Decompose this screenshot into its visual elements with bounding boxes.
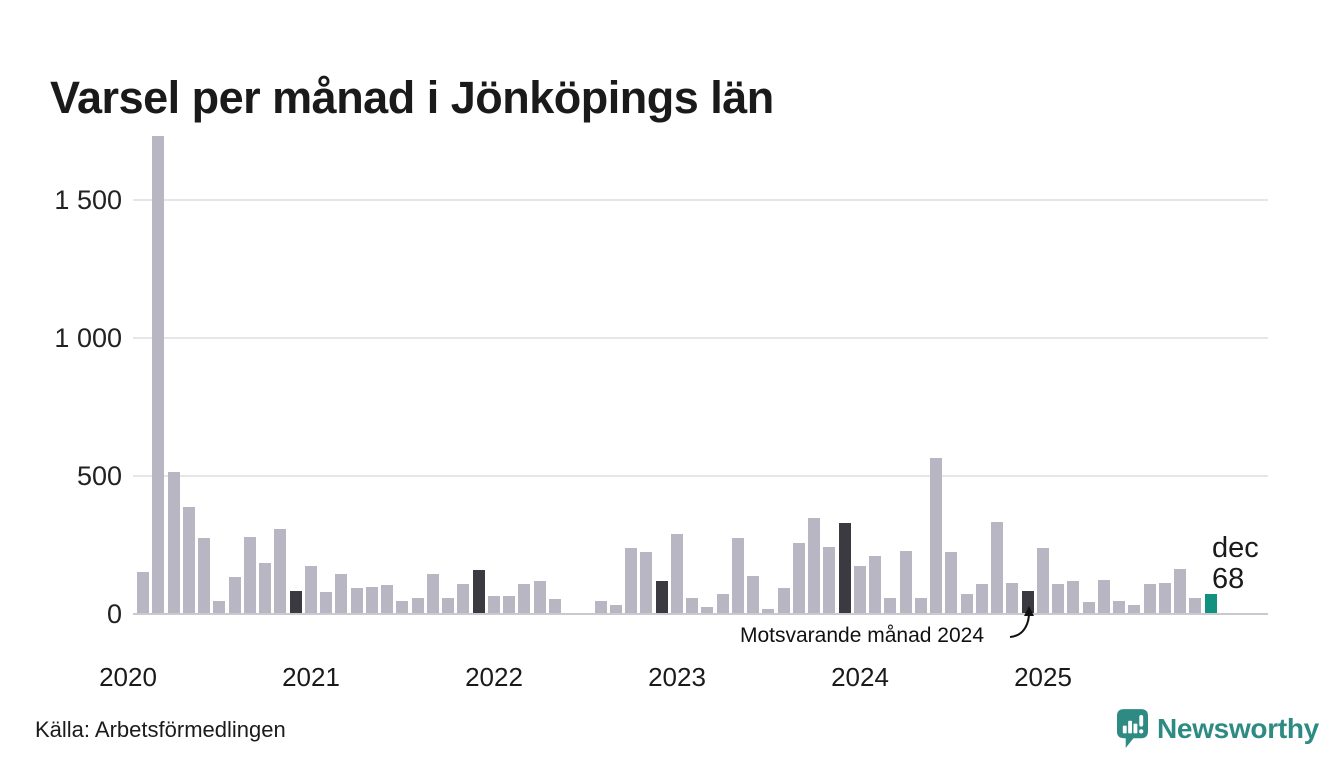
x-axis-year-label-2021: 2021 (282, 662, 340, 692)
bar-maj-2023 (731, 538, 744, 613)
bar-jul-2023 (762, 609, 775, 613)
bar-sep-2022 (609, 605, 622, 613)
bar-okt-2022 (625, 548, 637, 613)
bar-jan-2021 (304, 566, 317, 613)
bar-apr-2022 (533, 581, 546, 613)
bar-apr-2024 (899, 551, 912, 613)
bar-jun-2023 (747, 576, 759, 613)
source-credit: Källa: Arbetsförmedlingen (35, 717, 286, 742)
bar-okt-2025 (1174, 569, 1186, 613)
annotation-label: Motsvarande månad 2024 (740, 624, 984, 647)
bar-jan-2024 (853, 566, 866, 613)
bar-dec-2025 (1204, 594, 1217, 613)
newsworthy-logo-icon (1117, 709, 1148, 748)
bar-sep-2020 (243, 537, 256, 613)
bar-okt-2021 (442, 598, 454, 613)
bar-apr-2021 (350, 588, 363, 613)
latest-month: dec (1212, 532, 1259, 564)
bar-aug-2022 (594, 601, 607, 613)
bar-nov-2024 (1006, 583, 1019, 613)
bar-dec-2023 (838, 523, 851, 613)
bar-maj-2024 (914, 598, 927, 613)
bar-maj-2022 (548, 599, 561, 613)
bar-aug-2021 (411, 598, 424, 613)
bar-dec-2020 (289, 591, 302, 613)
bar-feb-2021 (320, 592, 332, 613)
x-axis-year-label-2024: 2024 (831, 662, 889, 692)
bar-mar-2025 (1067, 581, 1080, 613)
bar-sep-2025 (1158, 583, 1171, 613)
bar-apr-2020 (167, 472, 180, 613)
bar-dec-2022 (655, 581, 668, 613)
bar-jan-2023 (670, 534, 683, 613)
bar-jul-2025 (1128, 605, 1141, 613)
gridline-0 (133, 613, 1268, 615)
bar-jun-2021 (381, 585, 393, 613)
bar-aug-2020 (228, 577, 241, 613)
y-axis-tick-label: 0 (106, 599, 122, 629)
bar-jun-2024 (930, 458, 942, 613)
chart-title: Varsel per månad i Jönköpings län (50, 72, 774, 124)
bar-apr-2025 (1082, 602, 1095, 613)
bar-sep-2023 (792, 543, 805, 613)
bar-aug-2023 (777, 588, 790, 613)
brand-name: Newsworthy (1157, 713, 1319, 744)
bar-feb-2025 (1052, 584, 1064, 613)
bar-feb-2024 (869, 556, 881, 613)
bar-mar-2022 (518, 584, 531, 613)
bar-maj-2020 (182, 507, 195, 613)
bar-okt-2024 (991, 522, 1003, 613)
gridline-500 (133, 475, 1268, 477)
bar-dec-2021 (472, 570, 485, 613)
bar-dec-2024 (1021, 591, 1034, 613)
bar-jan-2022 (487, 596, 500, 613)
brand-logo: Newsworthy (1117, 709, 1319, 749)
bar-mar-2021 (335, 574, 348, 613)
bar-nov-2022 (640, 552, 653, 613)
x-axis-year-label-2020: 2020 (99, 662, 157, 692)
bar-jan-2025 (1036, 548, 1049, 613)
bar-feb-2023 (686, 598, 698, 613)
bar-mar-2024 (884, 598, 897, 613)
y-axis-tick-label: 1 000 (54, 323, 122, 353)
bar-jul-2021 (396, 601, 409, 613)
bar-nov-2021 (457, 584, 470, 613)
x-axis-year-label-2023: 2023 (648, 662, 706, 692)
bar-okt-2023 (808, 518, 820, 613)
bar-mar-2020 (152, 136, 165, 613)
bar-jul-2020 (213, 601, 226, 613)
bar-jun-2020 (198, 538, 210, 613)
bar-apr-2023 (716, 594, 729, 613)
bar-mar-2023 (701, 607, 714, 613)
bar-jun-2025 (1113, 601, 1125, 613)
bar-aug-2025 (1143, 584, 1156, 613)
bar-sep-2024 (975, 584, 988, 613)
annotation-arrow-icon (1009, 606, 1034, 638)
latest-value: 68 (1212, 563, 1245, 595)
bar-feb-2020 (137, 572, 149, 613)
x-axis-year-label-2022: 2022 (465, 662, 523, 692)
bar-maj-2025 (1097, 580, 1110, 613)
y-axis-tick-label: 1 500 (54, 185, 122, 215)
bar-maj-2021 (365, 587, 378, 613)
bar-sep-2021 (426, 574, 439, 613)
bar-okt-2020 (259, 563, 271, 613)
gridline-1000 (133, 337, 1268, 339)
gridline-1500 (133, 199, 1268, 201)
bar-jul-2024 (945, 552, 958, 613)
bar-nov-2025 (1189, 598, 1202, 613)
y-axis-tick-label: 500 (76, 461, 122, 491)
bar-aug-2024 (960, 594, 973, 613)
x-axis-year-label-2025: 2025 (1014, 662, 1072, 692)
bar-nov-2020 (274, 529, 287, 613)
bar-feb-2022 (503, 596, 515, 613)
bar-nov-2023 (823, 547, 836, 613)
latest-value-label: dec 68 (1212, 533, 1259, 595)
